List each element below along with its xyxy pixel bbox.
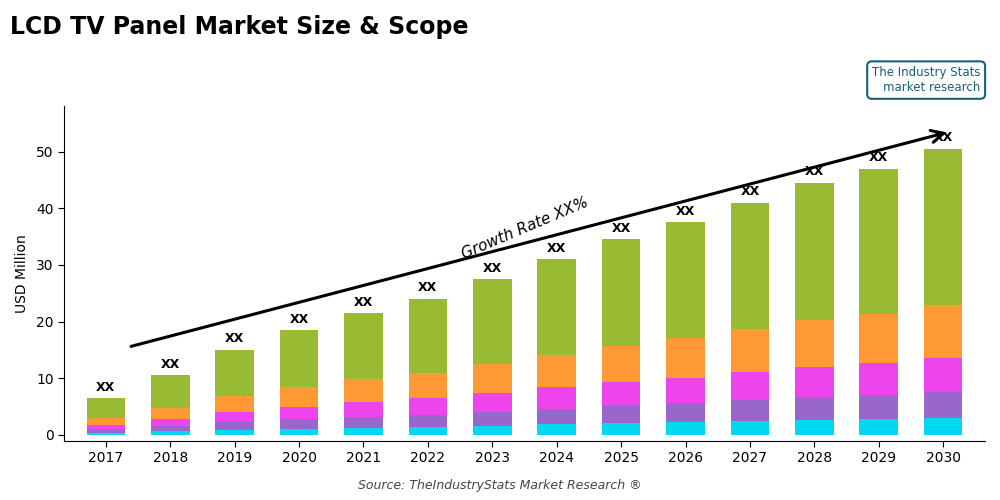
- Bar: [795, 420, 834, 435]
- Bar: [344, 402, 383, 416]
- Text: XX: XX: [869, 151, 888, 164]
- Text: Growth Rate XX%: Growth Rate XX%: [459, 195, 590, 262]
- Bar: [473, 426, 512, 435]
- Bar: [731, 400, 769, 421]
- Bar: [602, 346, 640, 382]
- Bar: [87, 398, 125, 418]
- Bar: [795, 182, 834, 320]
- Text: XX: XX: [934, 131, 953, 144]
- Bar: [859, 168, 898, 314]
- Bar: [151, 408, 190, 419]
- Bar: [602, 240, 640, 346]
- Bar: [795, 367, 834, 397]
- Text: XX: XX: [418, 282, 438, 294]
- Text: LCD TV Panel Market Size & Scope: LCD TV Panel Market Size & Scope: [10, 15, 468, 39]
- Bar: [795, 320, 834, 367]
- Bar: [215, 396, 254, 412]
- Bar: [924, 358, 962, 392]
- Bar: [409, 398, 447, 414]
- Bar: [344, 416, 383, 428]
- Bar: [731, 329, 769, 372]
- Bar: [473, 279, 512, 364]
- Text: The Industry Stats
market research: The Industry Stats market research: [872, 66, 980, 94]
- Bar: [280, 419, 318, 428]
- Bar: [666, 338, 705, 378]
- Bar: [87, 432, 125, 435]
- Bar: [151, 426, 190, 432]
- Bar: [344, 313, 383, 380]
- Bar: [666, 378, 705, 403]
- Y-axis label: USD Million: USD Million: [15, 234, 29, 313]
- Bar: [537, 388, 576, 408]
- Bar: [473, 412, 512, 426]
- Bar: [924, 148, 962, 304]
- Bar: [859, 395, 898, 419]
- Bar: [924, 418, 962, 435]
- Bar: [602, 406, 640, 423]
- Text: XX: XX: [805, 165, 824, 178]
- Bar: [666, 422, 705, 435]
- Text: XX: XX: [611, 222, 631, 235]
- Bar: [473, 393, 512, 411]
- Text: XX: XX: [96, 380, 115, 394]
- Bar: [859, 314, 898, 363]
- Bar: [151, 376, 190, 408]
- Bar: [666, 403, 705, 422]
- Bar: [537, 355, 576, 388]
- Bar: [280, 330, 318, 387]
- Bar: [87, 418, 125, 425]
- Bar: [731, 202, 769, 329]
- Text: XX: XX: [225, 332, 244, 345]
- Bar: [344, 428, 383, 435]
- Bar: [215, 430, 254, 435]
- Text: XX: XX: [289, 312, 309, 326]
- Bar: [87, 425, 125, 430]
- Bar: [215, 350, 254, 396]
- Bar: [344, 380, 383, 402]
- Bar: [731, 421, 769, 435]
- Bar: [473, 364, 512, 393]
- Bar: [666, 222, 705, 338]
- Bar: [602, 382, 640, 406]
- Bar: [409, 373, 447, 398]
- Bar: [731, 372, 769, 400]
- Text: XX: XX: [354, 296, 373, 308]
- Bar: [602, 423, 640, 435]
- Text: XX: XX: [547, 242, 566, 254]
- Bar: [280, 406, 318, 419]
- Text: XX: XX: [161, 358, 180, 371]
- Text: XX: XX: [483, 262, 502, 274]
- Bar: [795, 397, 834, 420]
- Text: XX: XX: [676, 205, 695, 218]
- Bar: [215, 412, 254, 422]
- Bar: [215, 422, 254, 430]
- Bar: [280, 428, 318, 435]
- Bar: [151, 432, 190, 435]
- Bar: [859, 419, 898, 435]
- Bar: [924, 304, 962, 358]
- Bar: [280, 387, 318, 406]
- Bar: [151, 419, 190, 426]
- Bar: [537, 424, 576, 435]
- Bar: [87, 430, 125, 432]
- Bar: [924, 392, 962, 417]
- Bar: [409, 414, 447, 427]
- Text: XX: XX: [740, 185, 760, 198]
- Bar: [537, 408, 576, 424]
- Bar: [537, 259, 576, 355]
- Text: Source: TheIndustryStats Market Research ®: Source: TheIndustryStats Market Research…: [358, 480, 642, 492]
- Bar: [409, 427, 447, 435]
- Bar: [409, 299, 447, 373]
- Bar: [859, 363, 898, 395]
